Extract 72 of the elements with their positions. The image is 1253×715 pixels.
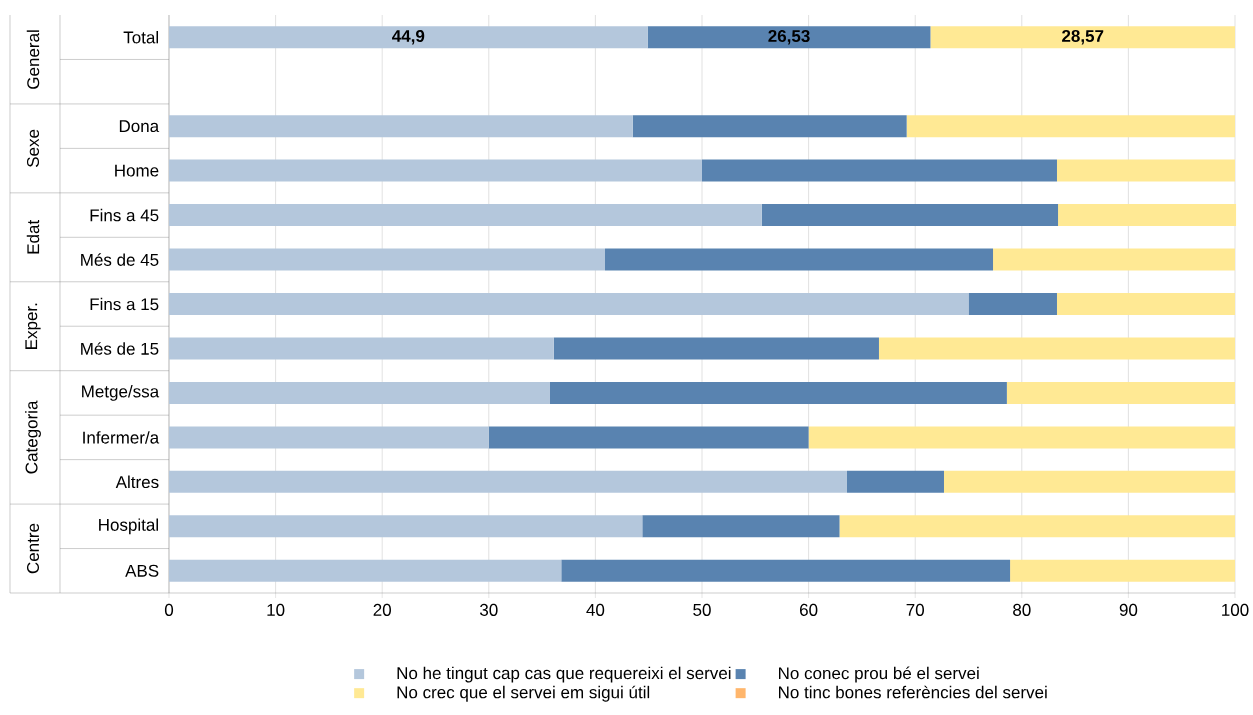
bar: [169, 559, 562, 582]
y-tick-label: Hospital: [99, 518, 158, 535]
bar: [549, 381, 1007, 404]
y-tick-label: Fins a 15: [90, 297, 159, 311]
bar: [488, 426, 809, 449]
x-tick-label: 90: [1119, 603, 1138, 616]
bar: [561, 559, 1011, 582]
bar: [1058, 204, 1237, 227]
bar: [169, 426, 489, 449]
bar: [169, 204, 762, 227]
bar: [169, 381, 550, 404]
bar: [1010, 559, 1236, 582]
bar: [647, 26, 931, 49]
text: General: [26, 30, 40, 89]
bar: [169, 337, 554, 360]
bar: [642, 515, 840, 538]
bar: [169, 470, 847, 493]
x-tick-label: 20: [373, 603, 391, 616]
legend-label: No crec que el servei em sigui útil: [397, 685, 650, 702]
text: Edat: [26, 219, 40, 254]
bar: [605, 248, 994, 271]
legend-label: No tinc bones referències del servei: [779, 685, 1047, 699]
bar: [761, 204, 1059, 227]
bar: [968, 293, 1057, 315]
y-tick-label: Més de 45: [81, 253, 159, 266]
y-tick-label: Infermer/a: [83, 431, 160, 444]
bar: [808, 426, 1236, 449]
bar: [930, 26, 1236, 49]
bar: [1006, 381, 1236, 404]
text: Categoria: [25, 400, 41, 474]
y-tick-label: Home: [115, 164, 159, 177]
bar: [1056, 159, 1236, 182]
data-label: 44,9: [392, 29, 425, 45]
data-label: 28,57: [1062, 29, 1104, 45]
bar: [943, 470, 1236, 493]
x-tick-label: 50: [693, 603, 711, 616]
x-tick-label: 40: [586, 603, 605, 616]
bar: [169, 159, 702, 182]
bar: [1056, 293, 1236, 315]
text: Exper.: [25, 303, 41, 349]
x-tick-label: 30: [479, 603, 498, 616]
legend-label: No he tingut cap cas que requereixi el servei: [397, 666, 731, 683]
bar: [169, 115, 633, 138]
text: Sexe: [26, 129, 40, 167]
bar: [839, 515, 1236, 538]
x-tick-label: 60: [800, 603, 818, 616]
bar: [878, 337, 1236, 360]
y-tick-label: ABS: [125, 564, 159, 577]
bar: [169, 26, 648, 49]
x-tick-label: 80: [1013, 603, 1031, 616]
x-tick-label: 100: [1222, 603, 1249, 616]
bar: [553, 337, 879, 360]
y-tick-label: Altres: [115, 475, 159, 489]
y-tick-label: Metge/ssa: [82, 385, 160, 401]
bar: [169, 248, 605, 271]
bar: [702, 159, 1057, 182]
bar: [993, 248, 1236, 271]
bar: [906, 115, 1236, 138]
bar: [169, 515, 643, 538]
x-tick-label: 0: [164, 603, 174, 616]
y-tick-label: Total: [123, 31, 159, 44]
legend-label: No conec prou bé el servei: [779, 666, 979, 683]
y-tick-label: Dona: [119, 120, 160, 133]
bar: [169, 293, 969, 315]
x-tick-label: 70: [906, 603, 924, 616]
y-tick-label: Fins a 45: [90, 208, 159, 222]
bar: [632, 115, 907, 138]
y-tick-label: Més de 15: [81, 342, 159, 355]
x-tick-label: 10: [267, 603, 285, 616]
bar: [846, 470, 944, 493]
data-label: 26,53: [768, 29, 810, 45]
text: Centre: [26, 523, 40, 574]
